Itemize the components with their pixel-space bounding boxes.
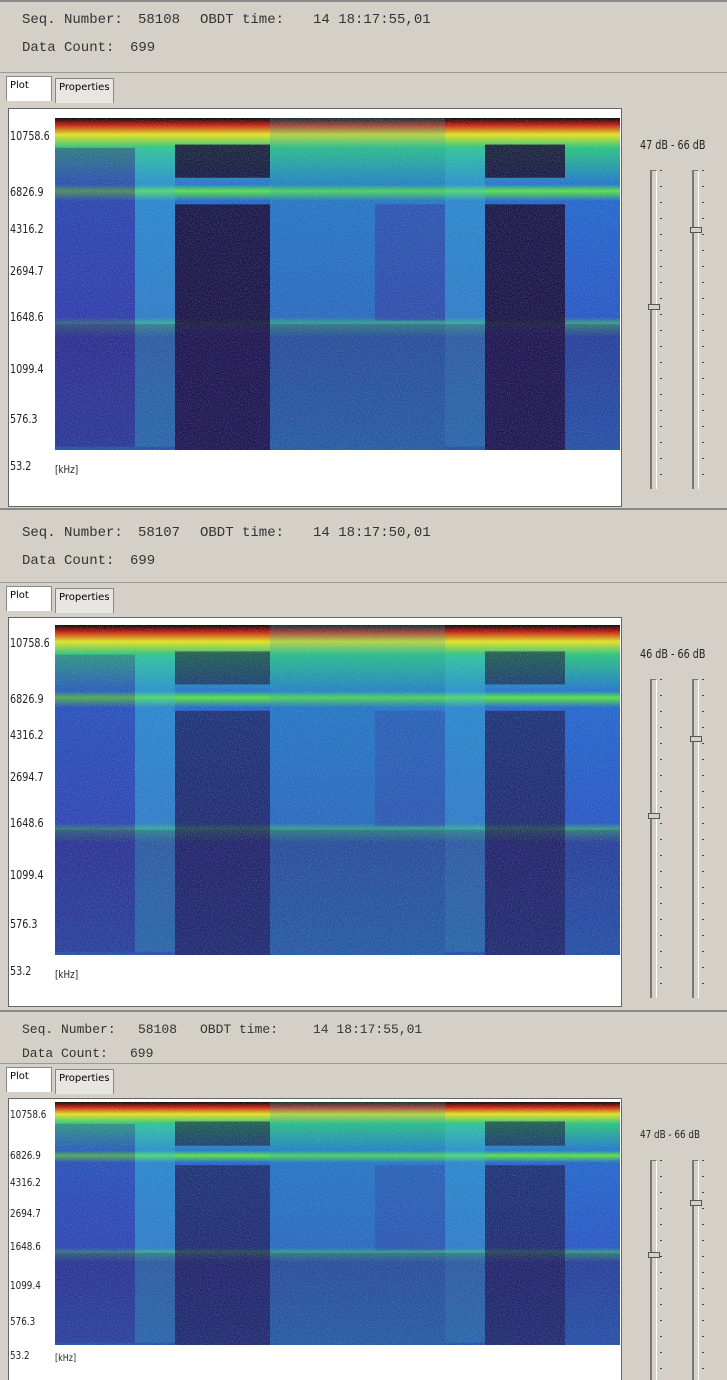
slider-track bbox=[692, 170, 699, 489]
slider-thumb[interactable] bbox=[690, 227, 702, 234]
tab-plot[interactable]: Plot bbox=[6, 586, 52, 611]
y-axis-label: 1648.6 bbox=[10, 815, 44, 830]
count-value: 699 bbox=[130, 40, 156, 56]
slider-ticks bbox=[702, 679, 704, 997]
count-value: 699 bbox=[130, 1046, 154, 1061]
tab-properties[interactable]: Properties bbox=[55, 588, 114, 613]
y-axis-label: 576.3 bbox=[10, 917, 38, 932]
y-axis-label: 4316.2 bbox=[10, 221, 44, 236]
slider-ticks bbox=[660, 170, 662, 488]
seq-value: 58108 bbox=[138, 1022, 178, 1037]
slider-thumb[interactable] bbox=[690, 1199, 702, 1206]
y-axis-label: 1099.4 bbox=[10, 867, 44, 882]
slider-track bbox=[650, 1160, 657, 1380]
y-axis-label: 4316.2 bbox=[10, 1175, 41, 1189]
slider-ticks bbox=[660, 1160, 662, 1380]
panel-separator bbox=[0, 1010, 727, 1012]
slider-ticks bbox=[660, 679, 662, 997]
seq-label: Seq. Number: bbox=[22, 1022, 116, 1037]
header-divider bbox=[0, 72, 727, 73]
count-label: Data Count: bbox=[22, 1046, 108, 1061]
header-divider bbox=[0, 582, 727, 583]
db-range: 46 dB - 66 dB bbox=[640, 647, 706, 661]
spectrogram bbox=[55, 625, 620, 955]
time-label: OBDT time: bbox=[200, 1022, 279, 1037]
y-axis-label: 1099.4 bbox=[10, 362, 44, 377]
time-label: OBDT time: bbox=[200, 525, 285, 541]
header-divider bbox=[0, 1063, 727, 1064]
slider-ticks bbox=[702, 1160, 704, 1380]
y-axis-label: 1648.6 bbox=[10, 1240, 41, 1254]
tab-plot[interactable]: Plot bbox=[6, 76, 52, 101]
slider-thumb[interactable] bbox=[648, 812, 660, 819]
db-range: 47 dB - 66 dB bbox=[640, 138, 706, 152]
slider-track bbox=[692, 1160, 699, 1380]
time-value: 14 18:17:55,01 bbox=[313, 12, 431, 28]
tab-properties[interactable]: Properties bbox=[55, 78, 114, 103]
time-value: 14 18:17:55,01 bbox=[313, 1022, 423, 1037]
count-value: 699 bbox=[130, 553, 156, 569]
y-axis-label: 53.2 bbox=[10, 1349, 30, 1363]
slider-track bbox=[650, 170, 657, 489]
y-axis-unit: [kHz] bbox=[55, 967, 79, 981]
y-axis-label: 10758.6 bbox=[10, 128, 50, 143]
y-axis-label: 6826.9 bbox=[10, 691, 44, 706]
count-label: Data Count: bbox=[22, 553, 115, 569]
seq-value: 58108 bbox=[138, 12, 181, 28]
y-axis-label: 1648.6 bbox=[10, 309, 44, 324]
tab-properties[interactable]: Properties bbox=[55, 1069, 114, 1094]
time-value: 14 18:17:50,01 bbox=[313, 525, 431, 541]
seq-label: Seq. Number: bbox=[22, 525, 123, 541]
y-axis-label: 53.2 bbox=[10, 458, 32, 473]
tab-plot[interactable]: Plot bbox=[6, 1067, 52, 1092]
slider-track bbox=[692, 679, 699, 998]
count-label: Data Count: bbox=[22, 40, 115, 56]
y-axis-label: 2694.7 bbox=[10, 1206, 41, 1220]
y-axis-label: 2694.7 bbox=[10, 264, 44, 279]
slider-track bbox=[650, 679, 657, 998]
slider-ticks bbox=[702, 170, 704, 488]
y-axis-label: 2694.7 bbox=[10, 770, 44, 785]
time-label: OBDT time: bbox=[200, 12, 285, 28]
y-axis-label: 576.3 bbox=[10, 412, 38, 427]
panel-separator bbox=[0, 508, 727, 510]
seq-value: 58107 bbox=[138, 525, 181, 541]
y-axis-label: 4316.2 bbox=[10, 728, 44, 743]
slider-thumb[interactable] bbox=[648, 1252, 660, 1259]
slider-thumb[interactable] bbox=[690, 736, 702, 743]
y-axis-label: 6826.9 bbox=[10, 185, 44, 200]
y-axis-label: 576.3 bbox=[10, 1315, 36, 1329]
spectrogram bbox=[55, 1102, 620, 1345]
y-axis-unit: [kHz] bbox=[55, 462, 79, 476]
slider-thumb[interactable] bbox=[648, 303, 660, 310]
db-range: 47 dB - 66 dB bbox=[640, 1128, 701, 1141]
panel-separator bbox=[0, 0, 727, 2]
y-axis-label: 53.2 bbox=[10, 963, 32, 978]
y-axis-unit: [kHz] bbox=[55, 1353, 77, 1365]
y-axis-label: 10758.6 bbox=[10, 1107, 47, 1121]
y-axis-label: 6826.9 bbox=[10, 1148, 41, 1162]
spectrogram bbox=[55, 118, 620, 450]
y-axis-label: 1099.4 bbox=[10, 1278, 41, 1292]
seq-label: Seq. Number: bbox=[22, 12, 123, 28]
y-axis-label: 10758.6 bbox=[10, 635, 50, 650]
